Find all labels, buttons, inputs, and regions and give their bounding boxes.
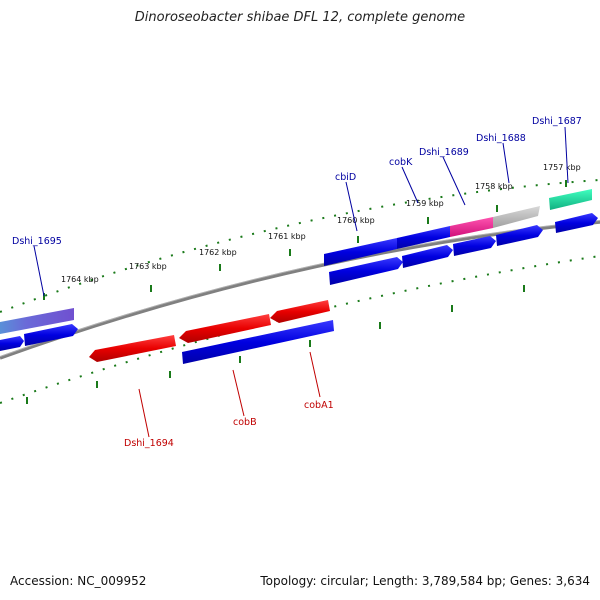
outer-feature-track (0, 189, 592, 334)
label-Dshi_1688[interactable]: Dshi_1688 (476, 133, 526, 144)
forward-gene-7[interactable] (555, 213, 598, 233)
gene-cobA1[interactable] (270, 300, 330, 323)
tick-label-1759: 1759 kbp (406, 199, 444, 208)
genome-backbone-highlight (0, 220, 600, 357)
forward-gene-4[interactable] (402, 245, 453, 268)
label-cobA1[interactable]: cobA1 (304, 400, 334, 411)
label-Dshi_1695[interactable]: Dshi_1695 (12, 236, 62, 247)
forward-gene-6[interactable] (496, 225, 543, 246)
tick-label-1763: 1763 kbp (129, 262, 167, 271)
gene-cobK-region[interactable] (397, 226, 450, 249)
gene-Dshi_1689[interactable] (450, 217, 493, 237)
tick-label-1757: 1757 kbp (543, 163, 581, 172)
forward-gene-5[interactable] (453, 236, 496, 256)
forward-gene-2[interactable] (24, 324, 78, 346)
forward-gene-cobA1-long[interactable] (182, 320, 334, 364)
gene-cobB[interactable] (179, 314, 271, 343)
forward-gene-1[interactable] (0, 336, 24, 351)
label-cobB[interactable]: cobB (233, 417, 257, 428)
map-title: Dinoroseobacter shibae DFL 12, complete … (134, 10, 466, 25)
tick-label-1758: 1758 kbp (475, 182, 513, 191)
tick-label-1761: 1761 kbp (268, 232, 306, 241)
forward-gene-3[interactable] (329, 257, 403, 285)
gene-Dshi_1687[interactable] (549, 189, 592, 210)
gene-cbiD-region[interactable] (324, 238, 397, 266)
label-Dshi_1689[interactable]: Dshi_1689 (419, 147, 469, 158)
label-Dshi_1694[interactable]: Dshi_1694 (124, 438, 174, 449)
tick-label-1764: 1764 kbp (61, 275, 99, 284)
inner-major-ticks (26, 285, 525, 404)
gene-Dshi_1694[interactable] (89, 335, 176, 362)
label-Dshi_1687[interactable]: Dshi_1687 (532, 116, 582, 127)
label-cbiD[interactable]: cbiD (335, 172, 356, 183)
forward-gene-track (0, 213, 598, 364)
reverse-gene-track (89, 300, 330, 362)
label-cobK[interactable]: cobK (389, 157, 413, 168)
outer-tick-ring (0, 179, 600, 313)
leader-lines-top (33, 126, 569, 297)
tick-labels: 1757 kbp 1758 kbp 1759 kbp 1760 kbp 1761… (61, 163, 581, 284)
accession-text: Accession: NC_009952 (10, 574, 147, 588)
tick-label-1762: 1762 kbp (199, 248, 237, 257)
gene-labels-bottom: Dshi_1694 cobB cobA1 (124, 400, 334, 449)
gene-left-partial[interactable] (0, 308, 74, 334)
gene-Dshi_1688[interactable] (493, 206, 540, 228)
genome-stats-text: Topology: circular; Length: 3,789,584 bp… (260, 574, 590, 588)
leader-lines-bottom (138, 351, 321, 438)
gene-labels-top: Dshi_1687 Dshi_1688 Dshi_1689 cobK cbiD … (12, 116, 582, 247)
tick-label-1760: 1760 kbp (337, 216, 375, 225)
